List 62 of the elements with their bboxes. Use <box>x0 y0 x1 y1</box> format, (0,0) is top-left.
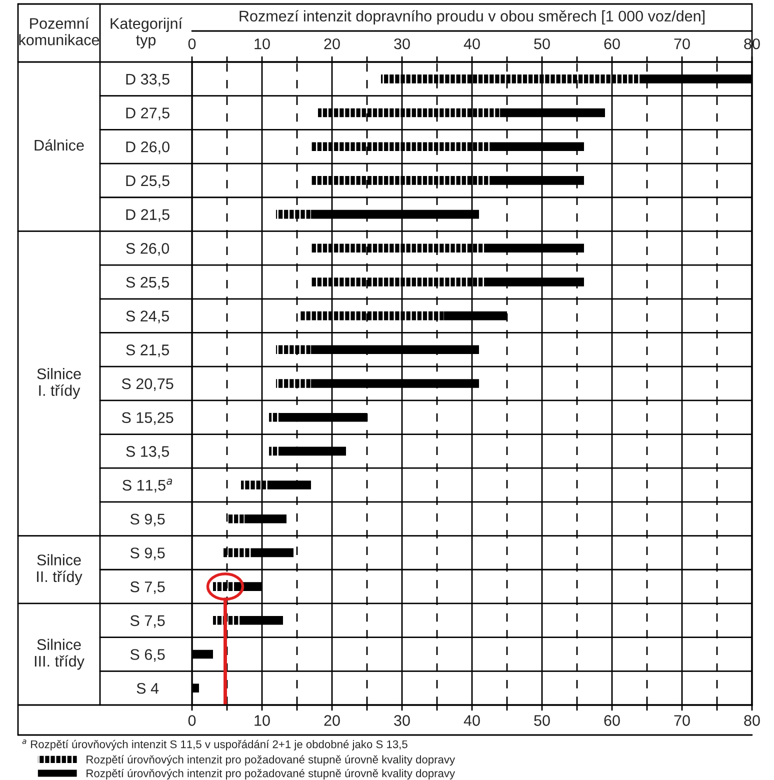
x2-tick-label: 70 <box>674 38 690 50</box>
y-tick-label: D 26,0 <box>126 141 170 154</box>
bar <box>213 582 238 591</box>
y-tick-label: S 6,5 <box>130 649 165 662</box>
y-tick-label: D 25,5 <box>126 175 170 188</box>
bar <box>269 412 280 422</box>
y-tick-label: D 27,5 <box>126 108 170 120</box>
y-tick-label: S 25,5 <box>126 276 169 290</box>
x-tick-label: 20 <box>324 715 340 726</box>
legend-label: Rozpětí úrovňových intenzit pro požadované stupně úrovně kvality dopravy <box>86 755 456 766</box>
x2-tick-label: 10 <box>254 38 270 50</box>
y-tick-label: S 26,0 <box>126 243 170 256</box>
bar <box>276 379 311 388</box>
text: Kategorijní typ <box>110 18 182 48</box>
bar <box>311 278 486 286</box>
bar <box>311 176 493 185</box>
x-axis-title: Rozmezí intenzit dopravního proudu v obou směrech [1 000 voz/den] <box>240 10 704 25</box>
text: Pozemní komunikace <box>19 17 100 46</box>
bar <box>227 514 244 524</box>
bar <box>311 142 493 152</box>
x-tick-label: 0 <box>188 715 196 726</box>
y-tick-label: S 7,5 <box>130 615 165 628</box>
x2-tick-label: 0 <box>188 38 196 50</box>
x-tick-label: 30 <box>394 715 410 726</box>
y-tick-label: S 24,5 <box>126 310 169 324</box>
x-tick-label: 40 <box>464 715 480 726</box>
text: Silnice I. třídy <box>37 368 81 399</box>
y-tick-label: D 21,5 <box>126 209 170 222</box>
bar <box>300 311 444 320</box>
x-tick-label: 80 <box>744 715 760 726</box>
y-tick-label: S 15,25 <box>122 412 174 425</box>
x-tick-label: 60 <box>604 715 620 726</box>
x2-tick-label: 50 <box>534 38 550 50</box>
bar <box>224 548 252 558</box>
y-tick-label: D 33,5 <box>126 74 170 86</box>
y-tick-label: S 9,5 <box>130 514 165 526</box>
text: Silnice III. třídy <box>34 638 84 670</box>
x2-tick-label: 60 <box>604 38 620 50</box>
text: Dálnice <box>34 139 84 151</box>
bar <box>381 74 640 84</box>
x2-tick-label: 20 <box>324 38 340 50</box>
text: Silnice II. třídy <box>37 554 82 586</box>
x-tick-label: 10 <box>254 715 270 726</box>
y-tick-label: S 11,5$^{a}$ <box>122 478 172 492</box>
y-tick-label: S 9,5 <box>130 548 165 560</box>
bar <box>311 244 486 253</box>
y-tick-label: S 7,5 <box>130 581 165 594</box>
text: $^{a}$ Rozpětí úrovňových intenzit S 11,5 v uspořádání 2+1 je obdobné jako S 13,5 <box>22 740 408 750</box>
x-tick-label: 70 <box>674 715 690 726</box>
y-tick-label: S 13,5 <box>126 446 169 459</box>
bar <box>269 446 280 456</box>
y-tick-label: S 21,5 <box>126 344 169 358</box>
bar <box>276 210 311 219</box>
y-tick-label: S 20,75 <box>122 378 174 391</box>
x2-tick-label: 30 <box>394 38 410 50</box>
legend-label: Rozpětí úrovňových intenzit pro požadované stupně úrovně kvality dopravy <box>86 768 456 780</box>
x2-tick-label: 40 <box>464 38 480 50</box>
bar <box>241 480 269 490</box>
y-tick-label: S 4 <box>136 682 159 694</box>
x-tick-label: 50 <box>534 715 550 726</box>
bar <box>276 345 311 354</box>
bar <box>318 108 500 118</box>
